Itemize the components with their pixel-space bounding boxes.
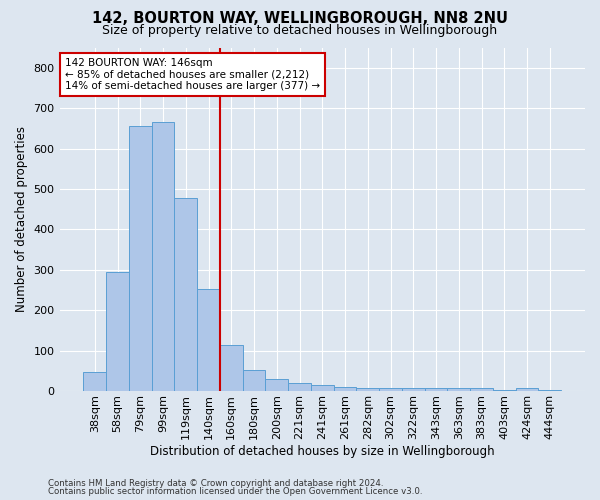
Bar [402, 388, 425, 391]
Bar [379, 388, 402, 391]
Text: 142, BOURTON WAY, WELLINGBOROUGH, NN8 2NU: 142, BOURTON WAY, WELLINGBOROUGH, NN8 2N… [92, 11, 508, 26]
Bar [83, 372, 106, 391]
X-axis label: Distribution of detached houses by size in Wellingborough: Distribution of detached houses by size … [150, 444, 494, 458]
Bar [448, 388, 470, 391]
Bar [425, 388, 448, 391]
Bar [129, 126, 152, 391]
Bar [493, 390, 515, 391]
Y-axis label: Number of detached properties: Number of detached properties [15, 126, 28, 312]
Bar [265, 380, 288, 391]
Bar [334, 387, 356, 391]
Bar [197, 289, 220, 391]
Text: Contains public sector information licensed under the Open Government Licence v3: Contains public sector information licen… [48, 487, 422, 496]
Bar [470, 388, 493, 391]
Bar [538, 390, 561, 391]
Bar [152, 122, 175, 391]
Text: Contains HM Land Registry data © Crown copyright and database right 2024.: Contains HM Land Registry data © Crown c… [48, 478, 383, 488]
Bar [311, 386, 334, 391]
Text: 142 BOURTON WAY: 146sqm
← 85% of detached houses are smaller (2,212)
14% of semi: 142 BOURTON WAY: 146sqm ← 85% of detache… [65, 58, 320, 91]
Bar [356, 388, 379, 391]
Bar [515, 388, 538, 391]
Bar [220, 346, 242, 391]
Bar [288, 383, 311, 391]
Bar [242, 370, 265, 391]
Bar [106, 272, 129, 391]
Bar [175, 198, 197, 391]
Text: Size of property relative to detached houses in Wellingborough: Size of property relative to detached ho… [103, 24, 497, 37]
